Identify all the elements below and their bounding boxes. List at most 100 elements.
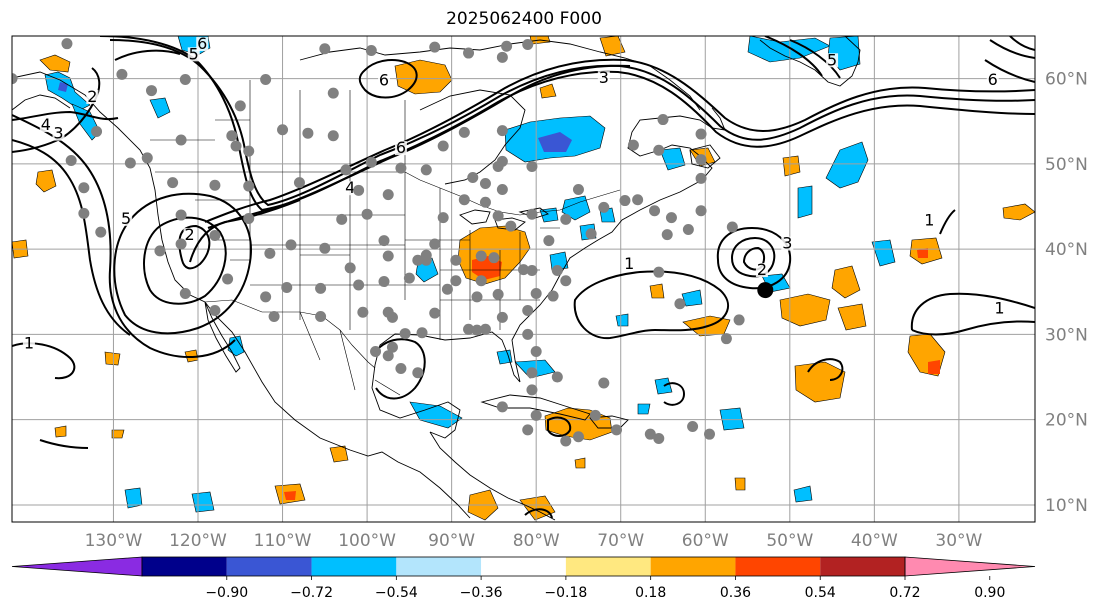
station-dot [243,180,255,192]
contour-line [1009,36,1035,51]
shade-blob [793,485,813,503]
contour-label: 5 [827,50,837,69]
contour-label: 2 [757,260,767,279]
station-dot [530,345,542,357]
shade-blob [561,195,591,221]
station-dot [522,424,534,436]
station-dot [471,324,483,336]
station-dot [167,177,179,189]
contour-label-bg [378,73,390,88]
shade-blob [394,59,453,95]
station-dot [496,311,508,323]
station-dot [526,367,538,379]
contour-line [12,110,119,121]
station-dot [526,160,538,172]
colorbar-extend-high [904,556,1036,577]
latitude-tick-label: 30°N [1045,325,1088,345]
colorbar-outline [141,556,906,577]
contour-label-bg [187,47,200,62]
station-dot [437,212,449,224]
station-dot [361,208,373,220]
station-dot [344,262,356,274]
station-dot [649,205,661,217]
border-us-canada [155,171,621,216]
shade-blob [825,141,869,189]
station-dot [378,276,390,288]
contour-label: 6 [396,138,406,157]
contour-line [989,39,1035,59]
map-title: 2025062400 F000 [446,9,602,29]
colorbar-tick-label: −0.90 [205,585,248,601]
station-dot [492,288,504,300]
station-dot [353,279,365,291]
colorbar-tick-label: 0.18 [635,585,666,601]
station-dot [695,128,707,140]
station-dot [488,252,500,264]
shade-blob [831,265,861,299]
shade-blob [191,491,215,513]
station-dot [479,196,491,208]
latitude-tick-labels: 60°N 50°N 40°N 30°N 20°N 10°N [1045,70,1088,516]
contour-line [113,192,252,335]
station-dot [378,235,390,247]
station-dot [496,155,508,167]
contour-label: 1 [624,254,634,273]
station-dot [209,305,221,317]
shade-blob [104,351,121,366]
contour-label-bg [597,71,610,86]
shade-blob [659,147,686,171]
contour-label-bg [344,181,357,196]
contour-label: 5 [189,44,199,63]
station-dot [441,283,453,295]
station-dot [501,40,513,52]
shade-blob [539,83,557,99]
station-dot [12,73,18,85]
longitude-tick-label: 90°W [428,531,475,551]
station-dot [560,435,572,447]
station-dot [399,328,411,340]
shade-blob [496,349,513,365]
station-dot [496,401,508,413]
contour-line [910,292,1035,331]
station-dot [319,242,331,254]
station-dot [475,250,487,262]
contour-label-bg [22,336,35,351]
coastline-greenland [759,36,861,87]
contour-line [374,338,426,400]
station-dot [572,183,584,195]
station-dot [209,179,221,191]
station-dot [551,264,563,276]
contour-line [12,114,236,358]
contour-line [807,358,844,381]
longitude-tick-label: 60°W [682,531,729,551]
station-dot [365,44,377,56]
station-dot [416,327,428,339]
borders-mexico [299,311,401,396]
longitude-tick-label: 100°W [338,531,396,551]
colorbar-tick-label: −0.36 [460,585,503,601]
shade-blob [747,36,831,63]
station-dot [124,157,136,169]
coastline-alaska [12,94,71,111]
colorbar-tick-label: −0.72 [290,585,333,601]
station-dot [463,323,475,335]
station-markers [12,38,745,447]
shade-blob [409,401,463,429]
station-dot [458,194,470,206]
contour-label-bg [39,118,52,133]
station-dot [644,428,656,440]
shade-blob [149,97,171,119]
station-dot [260,291,272,303]
station-dot [243,145,255,157]
graticule [12,36,1035,522]
contour-label-bg [781,236,794,251]
contour-label-bg [623,257,636,272]
latitude-tick-label: 40°N [1045,240,1088,260]
colorbar-tick-label: 0.72 [889,585,920,601]
contour-label: 2 [87,87,97,106]
station-dot [429,238,441,250]
station-dot [78,207,90,219]
station-dot [315,311,327,323]
contour-line [984,59,1035,83]
